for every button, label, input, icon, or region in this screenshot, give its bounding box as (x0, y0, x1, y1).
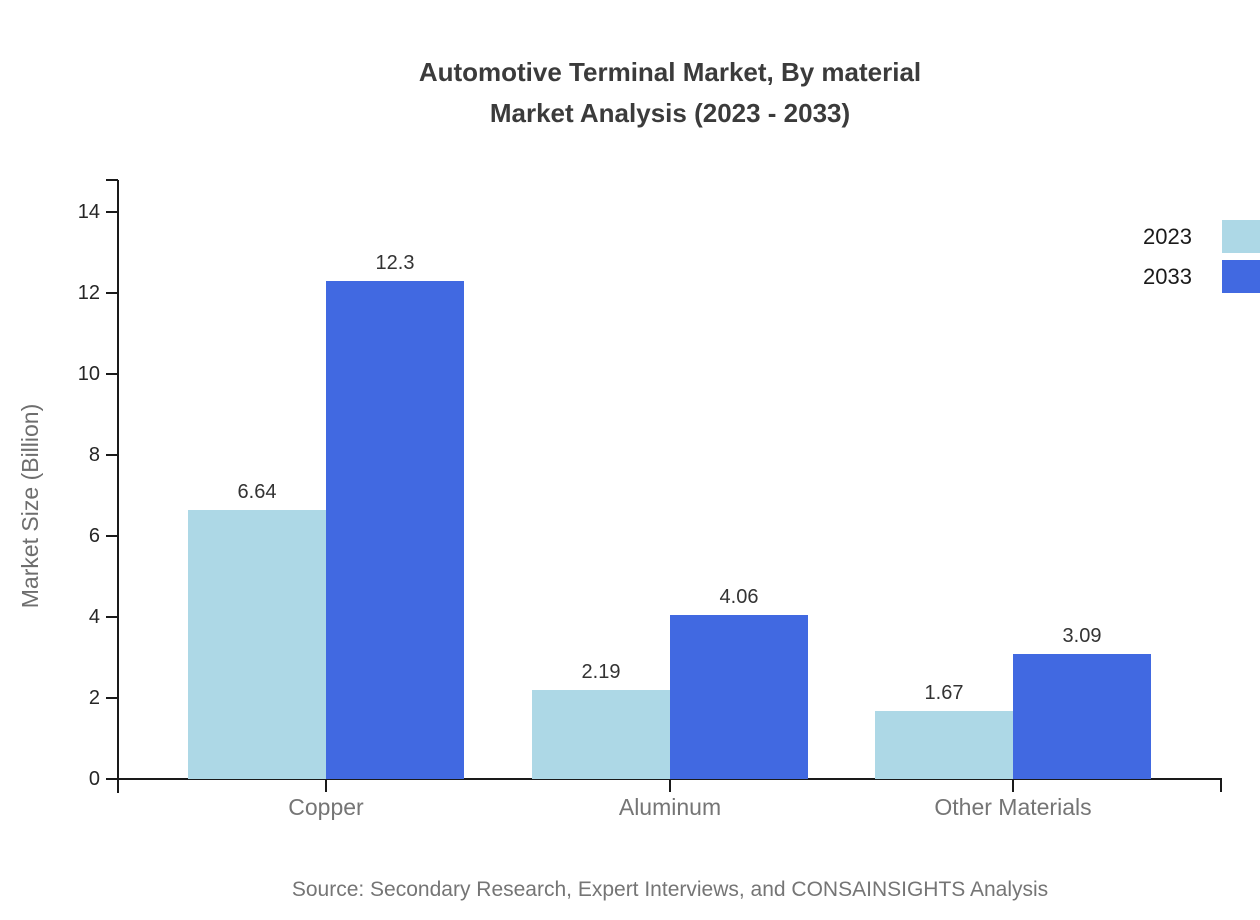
bar-2023 (532, 690, 670, 779)
chart-legend: 2023 2033 (1000, 220, 1260, 300)
y-axis-end-cap (106, 179, 118, 181)
legend-item-2033: 2033 (1000, 260, 1260, 293)
bar-value-label: 3.09 (1062, 625, 1102, 647)
bar-2033 (326, 281, 464, 779)
y-axis-tick-label: 2 (88, 687, 100, 709)
bar-value-label: 4.06 (719, 586, 759, 608)
category-label: Copper (288, 794, 364, 820)
y-axis-tick-label: 10 (77, 363, 100, 385)
bar-2033 (1013, 654, 1151, 779)
x-axis-tick (669, 779, 671, 792)
y-axis-tick (106, 535, 118, 537)
bar-2023 (875, 711, 1013, 779)
y-axis-tick (106, 211, 118, 213)
legend-swatch (1222, 260, 1260, 293)
x-axis-tick (325, 779, 327, 792)
x-axis-tick (1012, 779, 1014, 792)
bar-2023 (188, 510, 326, 779)
y-axis-line (117, 180, 119, 793)
chart-title: Automotive Terminal Market, By material … (40, 52, 1260, 134)
y-axis-tick (106, 454, 118, 456)
bar-value-label: 6.64 (237, 481, 277, 503)
legend-swatch (1222, 220, 1260, 253)
chart-title-line2: Market Analysis (2023 - 2033) (489, 98, 851, 128)
y-axis-tick-label: 4 (88, 606, 100, 628)
bar-value-label: 1.67 (924, 682, 964, 704)
y-axis-tick-label: 6 (88, 525, 100, 547)
category-label: Aluminum (618, 794, 722, 820)
y-axis-tick-label: 12 (77, 282, 100, 304)
chart-title-line1: Automotive Terminal Market, By material (418, 57, 922, 87)
y-axis-tick (106, 373, 118, 375)
y-axis-tick (106, 778, 118, 780)
y-axis-tick-label: 0 (88, 768, 100, 790)
y-axis-tick (106, 292, 118, 294)
source-note: Source: Secondary Research, Expert Inter… (291, 878, 1049, 901)
category-label: Other Materials (934, 794, 1092, 820)
legend-item-2023: 2023 (1000, 220, 1260, 253)
x-axis-end-cap (1220, 778, 1222, 792)
legend-label: 2033 (1143, 263, 1192, 289)
bar-value-label: 12.3 (375, 252, 415, 274)
y-axis-tick-label: 8 (88, 444, 100, 466)
y-axis-tick (106, 697, 118, 699)
legend-label: 2023 (1143, 223, 1192, 249)
bar-value-label: 2.19 (581, 661, 621, 683)
bar-2033 (670, 615, 808, 779)
y-axis-tick (106, 616, 118, 618)
y-axis-tick-label: 14 (77, 201, 100, 223)
